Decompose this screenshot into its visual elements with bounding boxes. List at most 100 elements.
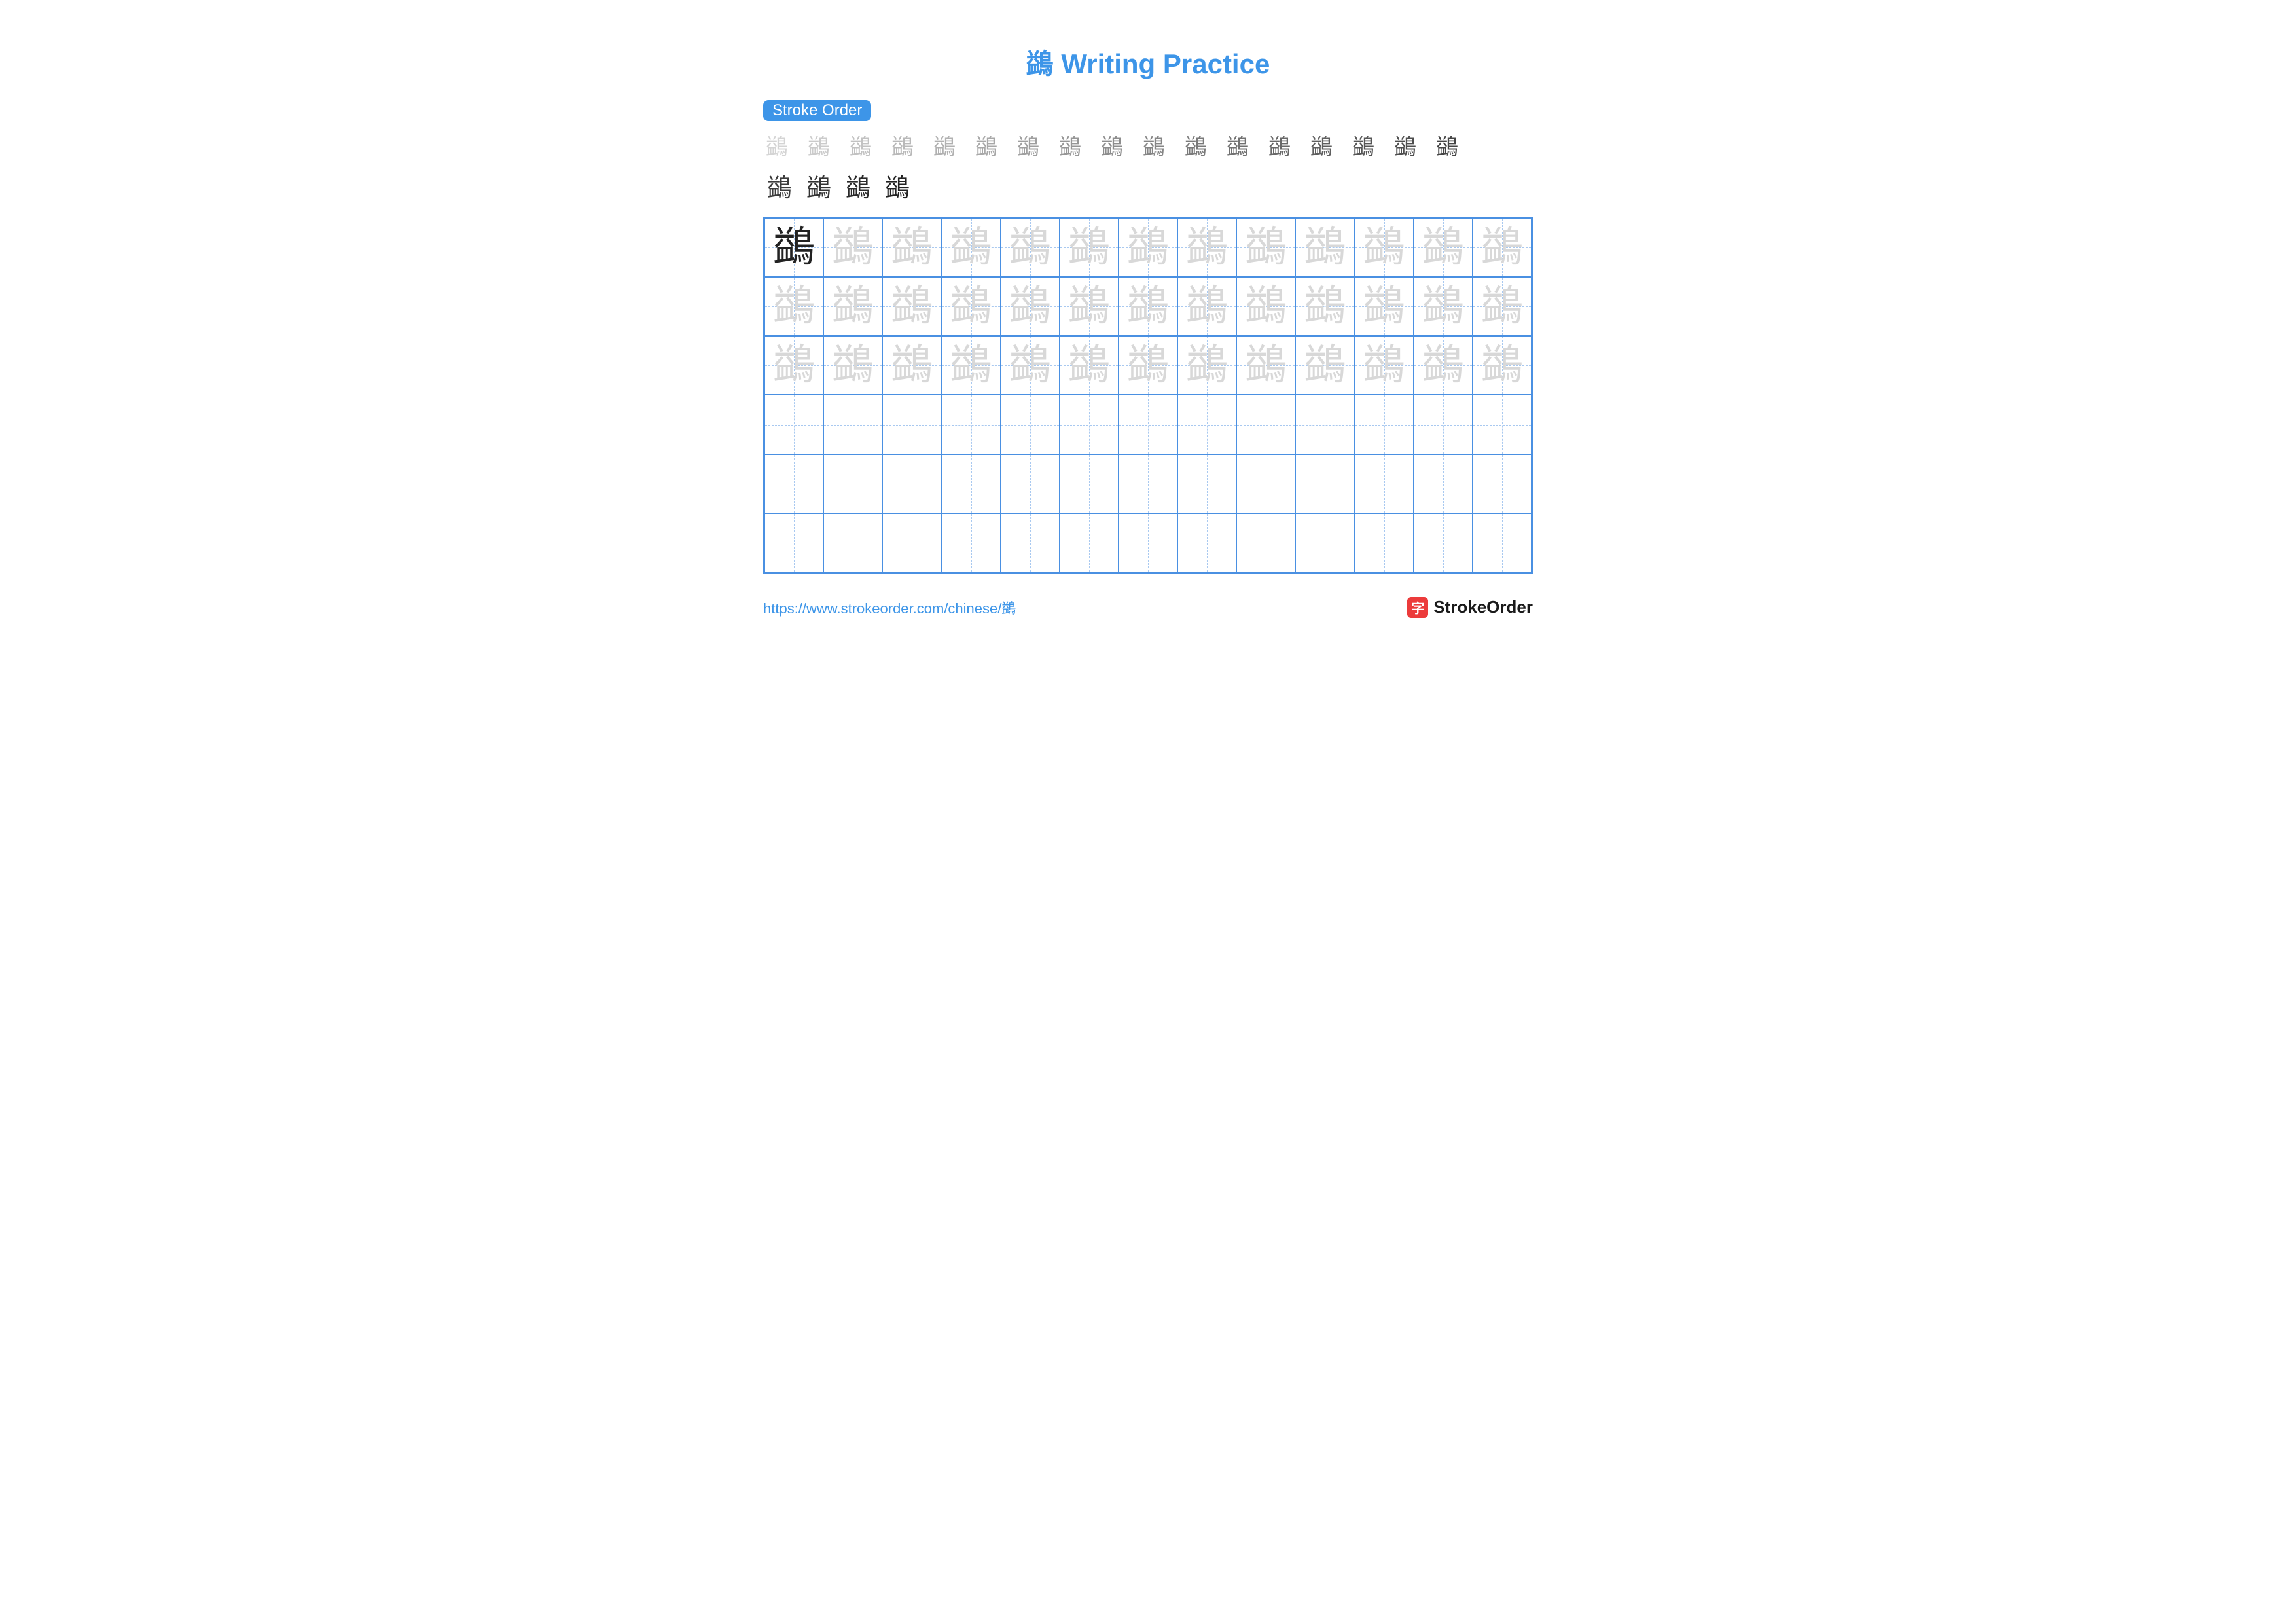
grid-cell (764, 454, 823, 513)
grid-cell (1236, 513, 1295, 572)
grid-cell: 鷁 (764, 277, 823, 336)
practice-sheet: 鷁 Writing Practice Stroke Order 鷁鷁鷁鷁鷁鷁鷁鷁… (726, 26, 1570, 639)
grid-cell (1060, 395, 1119, 454)
stroke-step: 鷁 (1140, 129, 1169, 161)
grid-cell (764, 395, 823, 454)
practice-character: 鷁 (1422, 344, 1464, 386)
practice-character: 鷁 (1009, 227, 1051, 268)
grid-cell (882, 395, 941, 454)
stroke-order-badge: Stroke Order (763, 100, 871, 121)
stroke-step: 鷁 (763, 129, 792, 161)
grid-cell: 鷁 (1295, 218, 1354, 277)
grid-cell: 鷁 (1473, 218, 1532, 277)
grid-cell: 鷁 (1236, 218, 1295, 277)
grid-cell: 鷁 (1001, 277, 1060, 336)
grid-cell: 鷁 (1119, 277, 1177, 336)
grid-cell (941, 454, 1000, 513)
grid-cell: 鷁 (1414, 336, 1473, 395)
grid-cell: 鷁 (882, 218, 941, 277)
grid-row: 鷁鷁鷁鷁鷁鷁鷁鷁鷁鷁鷁鷁鷁 (764, 218, 1532, 277)
stroke-order-row-1: Stroke Order 鷁鷁鷁鷁鷁鷁鷁鷁鷁鷁鷁鷁鷁鷁鷁鷁鷁 (763, 100, 1533, 161)
practice-character: 鷁 (1481, 285, 1523, 327)
practice-character: 鷁 (891, 285, 933, 327)
practice-character: 鷁 (1127, 344, 1169, 386)
grid-cell (882, 513, 941, 572)
grid-cell: 鷁 (1060, 218, 1119, 277)
stroke-step: 鷁 (1266, 129, 1295, 161)
grid-cell (1473, 454, 1532, 513)
practice-character: 鷁 (773, 227, 815, 268)
practice-character: 鷁 (773, 285, 815, 327)
stroke-step: 鷁 (843, 168, 874, 204)
stroke-step: 鷁 (882, 168, 914, 204)
grid-cell: 鷁 (823, 218, 882, 277)
practice-character: 鷁 (891, 344, 933, 386)
grid-cell (882, 454, 941, 513)
practice-character: 鷁 (1009, 285, 1051, 327)
grid-cell (1001, 395, 1060, 454)
practice-character: 鷁 (891, 227, 933, 268)
grid-cell (941, 395, 1000, 454)
stroke-step: 鷁 (1014, 129, 1043, 161)
practice-character: 鷁 (832, 285, 874, 327)
stroke-step: 鷁 (1224, 129, 1253, 161)
grid-cell: 鷁 (1473, 277, 1532, 336)
practice-character: 鷁 (1245, 344, 1287, 386)
practice-character: 鷁 (1304, 285, 1346, 327)
grid-cell: 鷁 (882, 277, 941, 336)
practice-character: 鷁 (1068, 285, 1110, 327)
practice-character: 鷁 (1422, 227, 1464, 268)
grid-cell: 鷁 (941, 277, 1000, 336)
grid-cell (1295, 454, 1354, 513)
practice-character: 鷁 (1245, 227, 1287, 268)
grid-row (764, 513, 1532, 572)
practice-character: 鷁 (950, 227, 992, 268)
grid-cell: 鷁 (823, 336, 882, 395)
practice-character: 鷁 (1363, 285, 1405, 327)
practice-character: 鷁 (950, 344, 992, 386)
practice-character: 鷁 (1068, 227, 1110, 268)
stroke-step: 鷁 (931, 129, 960, 161)
grid-cell (1414, 454, 1473, 513)
grid-cell: 鷁 (1177, 277, 1236, 336)
grid-cell (823, 454, 882, 513)
grid-cell: 鷁 (1414, 218, 1473, 277)
grid-cell (1001, 513, 1060, 572)
grid-cell (1473, 395, 1532, 454)
stroke-step: 鷁 (764, 168, 796, 204)
grid-cell (941, 513, 1000, 572)
grid-cell (1355, 513, 1414, 572)
grid-cell: 鷁 (1236, 336, 1295, 395)
practice-character: 鷁 (1186, 285, 1228, 327)
grid-cell (1355, 454, 1414, 513)
grid-cell (1236, 454, 1295, 513)
stroke-step: 鷁 (889, 129, 918, 161)
grid-row: 鷁鷁鷁鷁鷁鷁鷁鷁鷁鷁鷁鷁鷁 (764, 277, 1532, 336)
stroke-step: 鷁 (1308, 129, 1336, 161)
practice-character: 鷁 (1127, 285, 1169, 327)
grid-cell (1177, 454, 1236, 513)
logo-mark-icon: 字 (1407, 597, 1428, 618)
grid-cell (1119, 395, 1177, 454)
practice-character: 鷁 (832, 344, 874, 386)
grid-cell: 鷁 (1060, 336, 1119, 395)
grid-row: 鷁鷁鷁鷁鷁鷁鷁鷁鷁鷁鷁鷁鷁 (764, 336, 1532, 395)
stroke-step: 鷁 (1098, 129, 1127, 161)
grid-cell: 鷁 (1473, 336, 1532, 395)
grid-cell (1119, 454, 1177, 513)
practice-character: 鷁 (1245, 285, 1287, 327)
stroke-step: 鷁 (1433, 129, 1462, 161)
stroke-steps-1: 鷁鷁鷁鷁鷁鷁鷁鷁鷁鷁鷁鷁鷁鷁鷁鷁鷁 (763, 129, 1462, 161)
page-title: 鷁 Writing Practice (763, 42, 1533, 82)
grid-cell: 鷁 (1001, 218, 1060, 277)
grid-cell (1060, 513, 1119, 572)
logo-text: StrokeOrder (1433, 597, 1533, 617)
grid-cell (1236, 395, 1295, 454)
practice-character: 鷁 (1068, 344, 1110, 386)
practice-character: 鷁 (950, 285, 992, 327)
practice-character: 鷁 (1304, 227, 1346, 268)
grid-cell: 鷁 (1355, 277, 1414, 336)
source-url[interactable]: https://www.strokeorder.com/chinese/鷁 (763, 597, 1016, 618)
practice-grid: 鷁鷁鷁鷁鷁鷁鷁鷁鷁鷁鷁鷁鷁鷁鷁鷁鷁鷁鷁鷁鷁鷁鷁鷁鷁鷁鷁鷁鷁鷁鷁鷁鷁鷁鷁鷁鷁鷁鷁 (763, 217, 1533, 574)
grid-cell (1295, 513, 1354, 572)
